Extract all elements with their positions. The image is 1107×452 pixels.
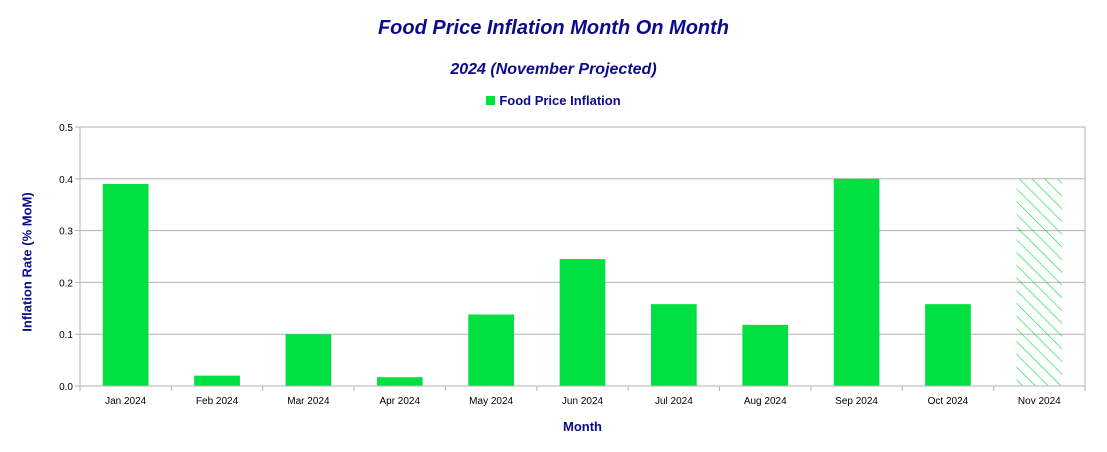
bar [285, 334, 332, 386]
legend-label: Food Price Inflation [499, 93, 621, 108]
y-tick-label: 0.2 [59, 278, 73, 289]
x-tick-label: Feb 2024 [196, 396, 239, 407]
x-axis-label: Month [563, 419, 602, 434]
x-tick-label: Nov 2024 [1018, 396, 1061, 407]
y-tick-label: 0.0 [59, 382, 73, 393]
bar [833, 178, 880, 386]
x-tick-label: Aug 2024 [744, 396, 787, 407]
bar [742, 324, 789, 386]
legend: Food Price Inflation [0, 93, 1107, 108]
tick-labels: 0.0 0.1 0.2 0.3 0.4 0.5 Jan 2024 Feb 2024 Mar 20… [59, 123, 1061, 407]
y-tick-label: 0.4 [59, 175, 73, 186]
x-tick-label: Sep 2024 [835, 396, 878, 407]
chart-title: Food Price Inflation Month On Month [377, 17, 730, 39]
x-tick-label: Jun 2024 [562, 396, 604, 407]
chart-subtitle: 2024 (November Projected) [450, 61, 657, 78]
x-tick-label: Apr 2024 [379, 396, 420, 407]
bar [468, 314, 514, 386]
plot-border [79, 126, 1086, 387]
bar [194, 375, 240, 386]
bar [925, 304, 971, 386]
y-tick-label: 0.3 [59, 227, 73, 238]
x-tick-label: Mar 2024 [287, 396, 330, 407]
bar [559, 259, 606, 386]
y-tick-label: 0.5 [59, 123, 73, 134]
axes [79, 126, 1086, 387]
bars [102, 178, 1063, 386]
bar-projected [1016, 178, 1063, 386]
bar [651, 304, 697, 386]
y-tick-label: 0.1 [59, 330, 73, 341]
legend-swatch [486, 96, 496, 105]
x-tick-label: Jul 2024 [655, 396, 693, 407]
x-tick-label: Jan 2024 [105, 396, 147, 407]
bar [102, 183, 149, 386]
x-tick-label: Oct 2024 [928, 396, 969, 407]
bar [376, 377, 423, 386]
x-tick-label: May 2024 [469, 396, 513, 407]
